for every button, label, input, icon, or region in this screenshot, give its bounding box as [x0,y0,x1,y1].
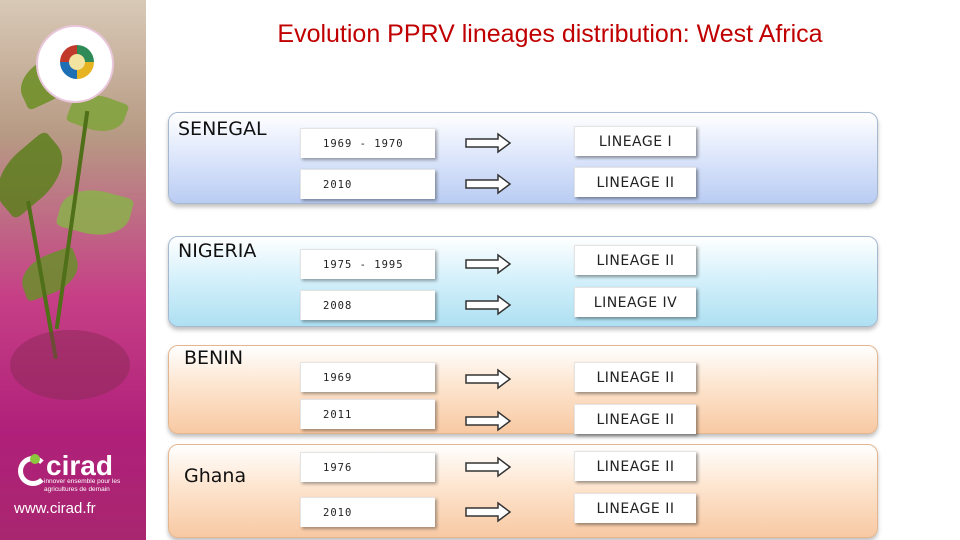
leaf-decoration [15,245,85,303]
period-box: 2010 [300,497,435,527]
arrow-right-icon [465,173,512,195]
cirad-tagline: innover ensemble pour les agricultures d… [44,478,121,493]
lineage-box: LINEAGE IV [574,287,696,317]
period-box: 1969 [300,362,435,392]
event-logo-icon [36,25,114,103]
cirad-logo: cirad [18,450,113,486]
country-label-senegal: SENEGAL [178,118,267,140]
period-box: 2011 [300,399,435,429]
lineage-box: LINEAGE I [574,126,696,156]
arrow-right-icon [465,294,512,316]
lineage-box: LINEAGE II [574,493,696,523]
arrow-right-icon [465,368,512,390]
cirad-url: www.cirad.fr [14,500,96,517]
period-box: 1975 - 1995 [300,249,435,279]
nigeria-panel [168,236,878,327]
arrow-right-icon [465,501,512,523]
period-box: 2008 [300,290,435,320]
event-logo-center [60,45,94,79]
ghana-panel [168,444,878,538]
arrow-right-icon [465,456,512,478]
cirad-brand-text: cirad [46,450,113,481]
arrow-right-icon [465,410,512,432]
lineage-box: LINEAGE II [574,167,696,197]
cirad-mark-icon [18,454,48,486]
period-box: 2010 [300,169,435,199]
decorative-sidebar: cirad innover ensemble pour les agricult… [0,0,146,540]
country-label-nigeria: NIGERIA [178,240,257,262]
country-label-benin: BENIN [184,347,244,369]
lineage-box: LINEAGE II [574,451,696,481]
period-box: 1969 - 1970 [300,128,435,158]
arrow-right-icon [465,132,512,154]
country-label-ghana: Ghana [184,465,247,487]
lineage-box: LINEAGE II [574,245,696,275]
arrow-right-icon [465,253,512,275]
lineage-box: LINEAGE II [574,362,696,392]
period-box: 1976 [300,452,435,482]
senegal-panel [168,112,878,204]
lineage-box: LINEAGE II [574,404,696,434]
soil-decoration [10,330,130,400]
benin-panel [168,345,878,434]
slide-title: Evolution PPRV lineages distribution: We… [277,20,823,48]
